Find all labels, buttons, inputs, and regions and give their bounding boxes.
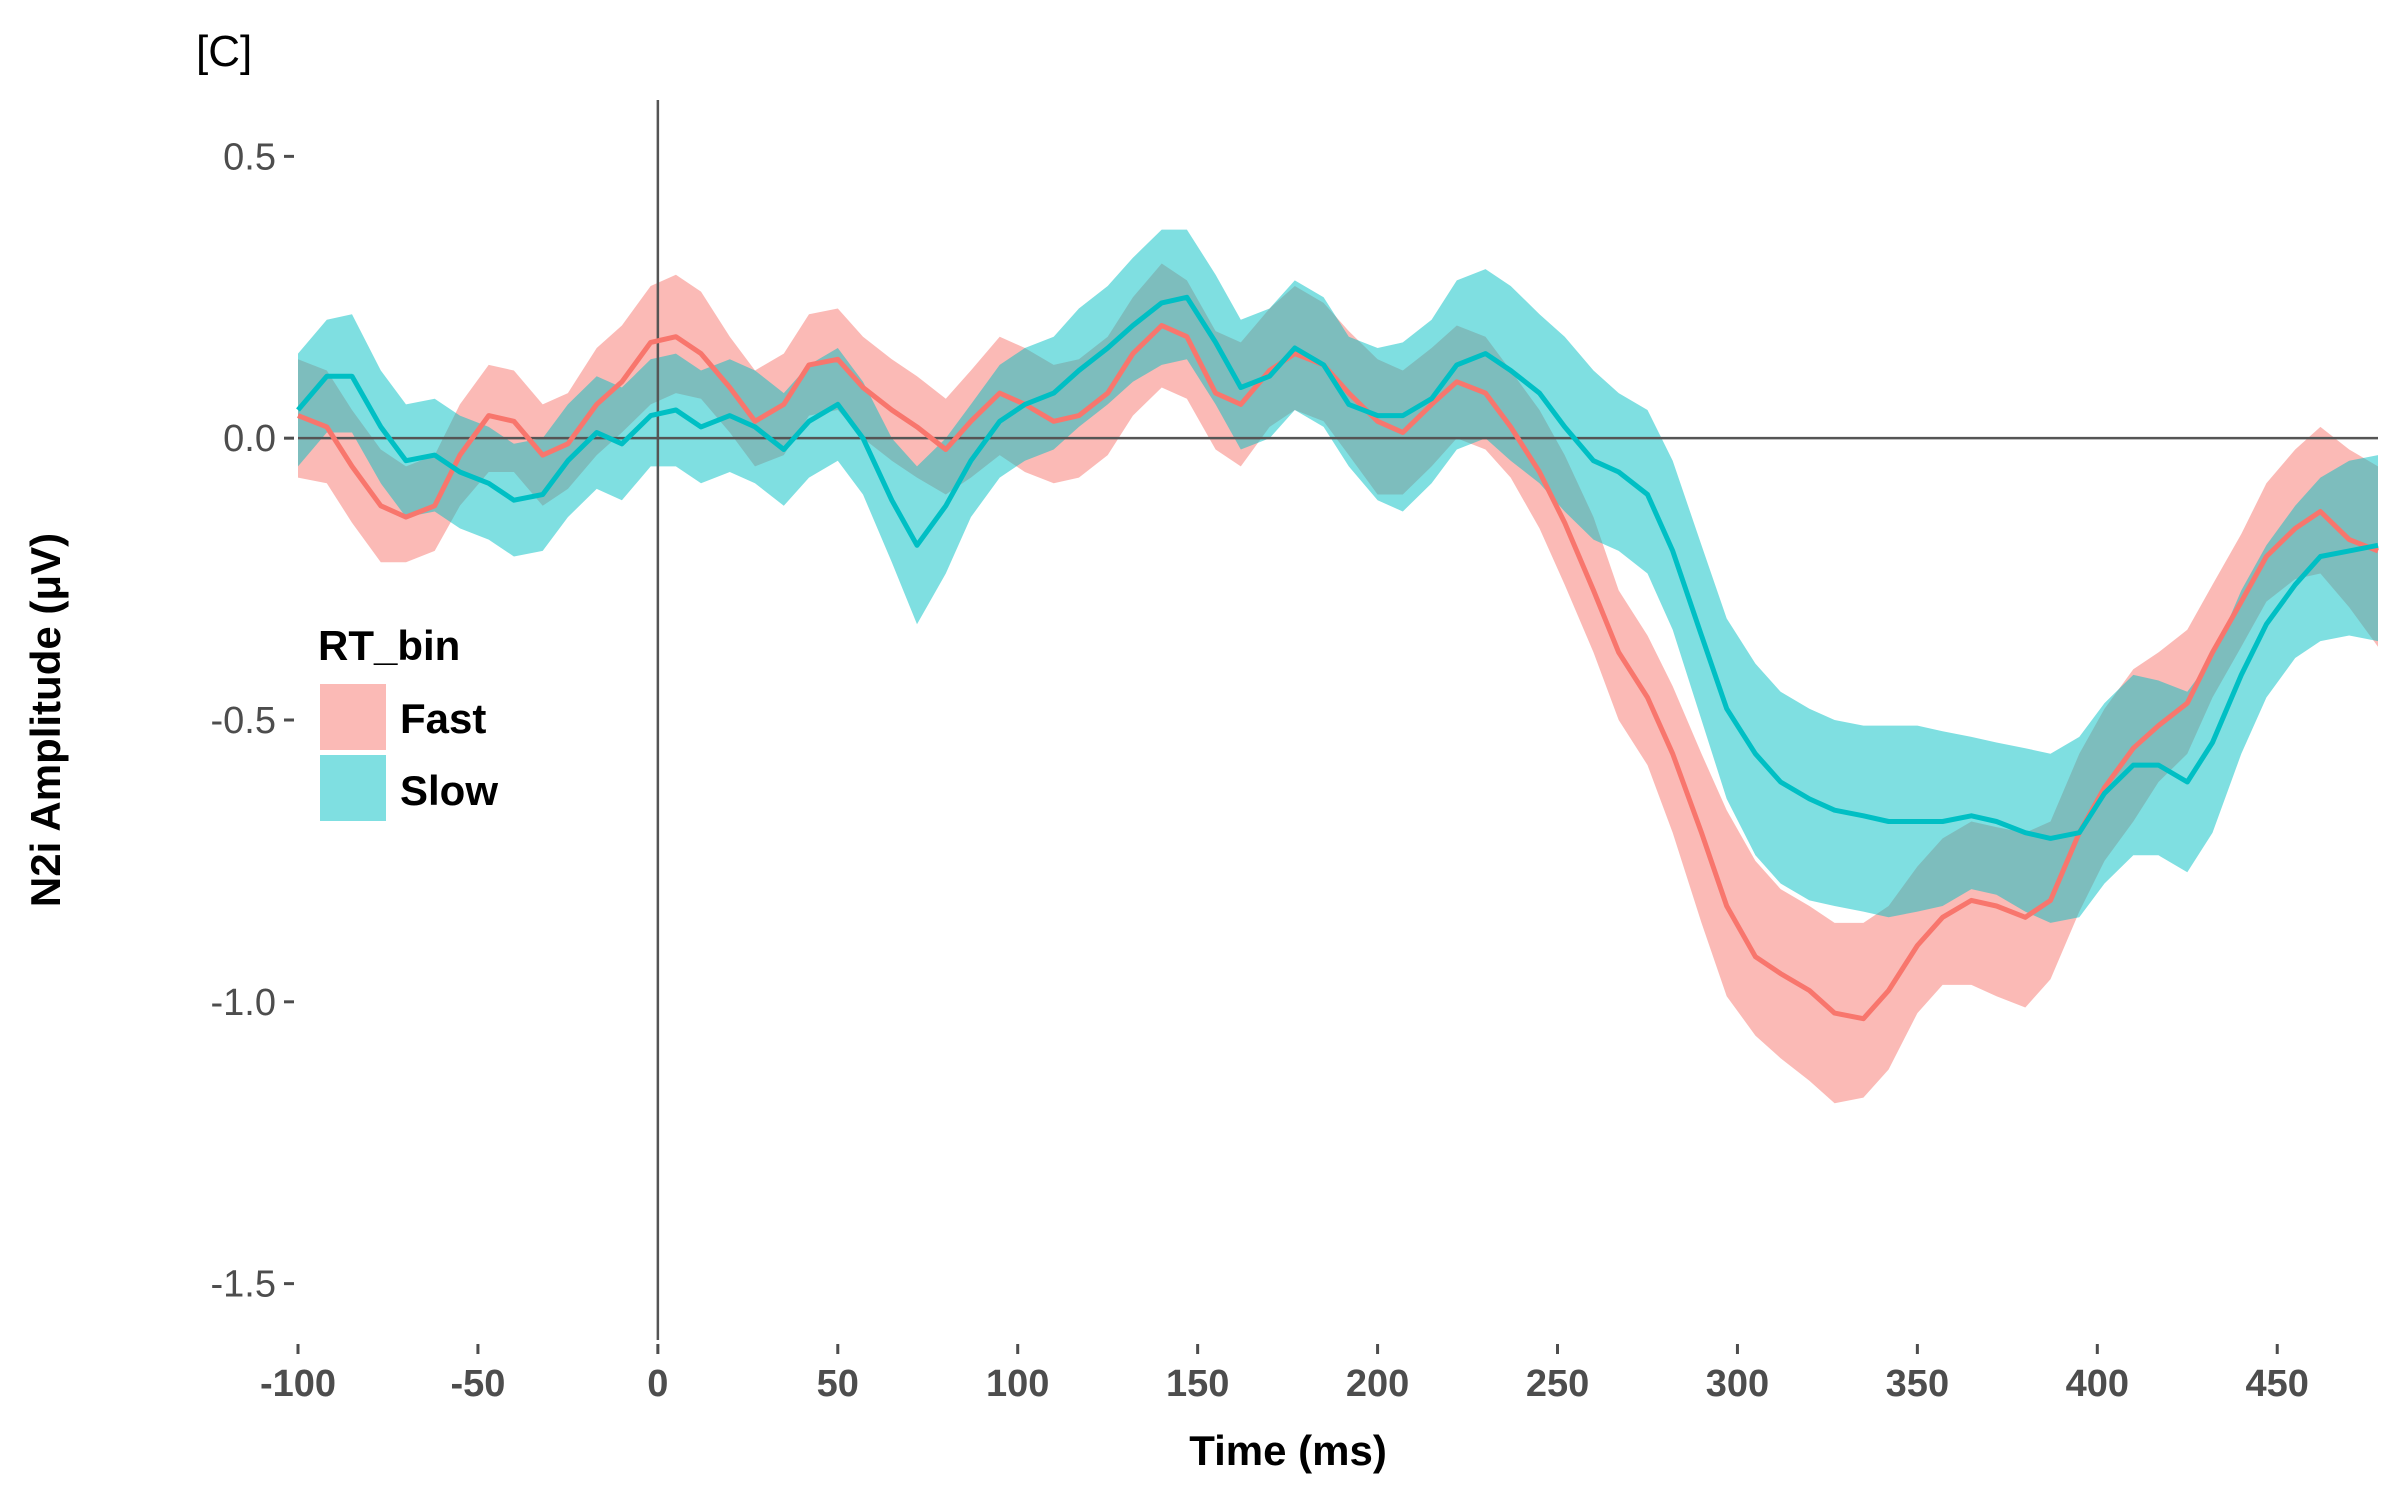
y-tick-label: 0.5 <box>223 136 276 178</box>
legend-swatch-slow <box>320 755 386 821</box>
legend-title: RT_bin <box>318 622 460 669</box>
x-axis-title: Time (ms) <box>1189 1427 1387 1474</box>
y-tick-label: -1.5 <box>211 1264 276 1306</box>
x-tick-label: 100 <box>986 1363 1049 1405</box>
x-tick-label: 450 <box>2246 1363 2309 1405</box>
x-tick-label: 250 <box>1526 1363 1589 1405</box>
x-tick-label: 200 <box>1346 1363 1409 1405</box>
series-lines <box>296 294 2379 1022</box>
x-axis-ticks: -100 -50 0 50 100 150 200 250 300 350 400 450 <box>260 1344 2309 1405</box>
panel-label: [C] <box>196 27 252 76</box>
confidence-bands <box>298 229 2378 1104</box>
line-fast <box>297 323 2379 1022</box>
y-axis-title: N2i Amplitude (μV) <box>22 533 69 907</box>
legend-swatch-fast <box>320 684 386 750</box>
y-tick-label: -0.5 <box>211 700 276 742</box>
x-tick-label: 300 <box>1706 1363 1769 1405</box>
band-slow <box>298 229 2378 923</box>
x-tick-label: -100 <box>260 1363 336 1405</box>
y-tick-label: 0.0 <box>223 418 276 460</box>
y-tick-label: -1.0 <box>211 982 276 1024</box>
x-tick-label: 150 <box>1166 1363 1229 1405</box>
line-slow <box>296 294 2379 841</box>
y-axis-ticks: 0.5 0.0 -0.5 -1.0 -1.5 <box>211 136 294 1306</box>
reference-lines <box>298 100 2378 1340</box>
x-tick-label: -50 <box>450 1363 505 1405</box>
x-tick-label: 400 <box>2066 1363 2129 1405</box>
legend-label-fast: Fast <box>400 695 486 742</box>
legend: RT_bin Fast Slow <box>318 622 498 821</box>
x-tick-label: 50 <box>817 1363 859 1405</box>
x-tick-label: 0 <box>647 1363 668 1405</box>
x-tick-label: 350 <box>1886 1363 1949 1405</box>
legend-label-slow: Slow <box>400 767 498 814</box>
